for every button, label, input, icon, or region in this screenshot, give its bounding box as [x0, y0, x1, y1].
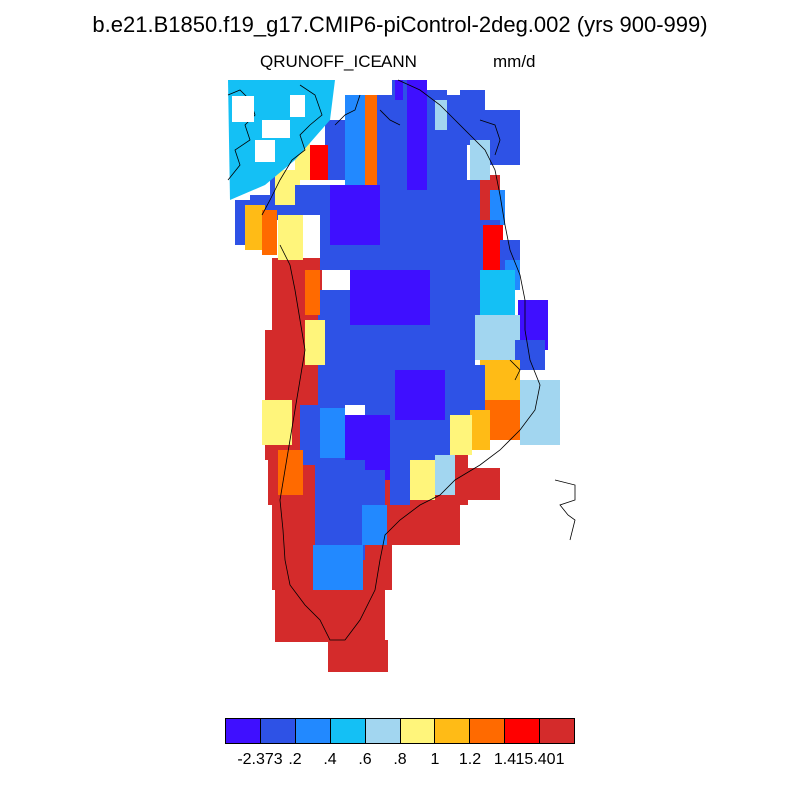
- map-cell: [435, 100, 447, 130]
- map-cell: [390, 460, 410, 505]
- map-cell: [465, 365, 485, 410]
- map-cell: [228, 80, 335, 200]
- map-cell: [362, 505, 387, 545]
- map-cell: [490, 190, 505, 225]
- map-cell: [480, 270, 515, 315]
- colorbar-tick-label: 1.2: [458, 751, 482, 768]
- map-cell: [392, 80, 407, 185]
- map-cell: [520, 380, 560, 445]
- map-cell: [275, 585, 385, 642]
- map-cell: [305, 320, 325, 365]
- map-cell: [395, 80, 403, 100]
- colorbar-box: [226, 719, 261, 743]
- season-label: ANN: [381, 52, 417, 71]
- colorbar-tick-label: .8: [393, 751, 407, 768]
- map-cell: [470, 140, 490, 180]
- map-cell: [262, 210, 277, 255]
- map-cell: [295, 185, 325, 215]
- map-cell: [325, 120, 345, 180]
- map-cell: [407, 80, 427, 190]
- colorbar-box: [505, 719, 541, 743]
- map-cell: [345, 95, 365, 185]
- colorbar-tick-label: 15.401: [515, 751, 565, 768]
- colorbar-tick-label: .6: [358, 751, 372, 768]
- colorbar-tick-label: 1.4: [493, 751, 517, 768]
- map-cells: [228, 80, 560, 672]
- map-cell: [278, 215, 303, 260]
- colorbar-box: [295, 719, 331, 743]
- map-cell: [315, 460, 365, 560]
- map-cell: [483, 225, 503, 270]
- map-cell: [330, 185, 380, 245]
- map-cell: [435, 455, 455, 495]
- map-cell: [350, 265, 430, 325]
- colorbar-tick-label: .4: [323, 751, 337, 768]
- map-cell: [308, 145, 328, 180]
- map-cell: [262, 400, 292, 445]
- map-cell: [395, 370, 445, 420]
- units-label: mm/d: [493, 52, 536, 71]
- map-cell: [480, 360, 520, 400]
- map-cell: [410, 460, 435, 500]
- map-voids: [232, 95, 305, 162]
- coastlines: [227, 79, 576, 641]
- colorbar: [225, 718, 575, 744]
- map-cell: [385, 500, 460, 545]
- colorbar-tick-label: 1: [430, 751, 440, 768]
- map-cell: [377, 95, 392, 185]
- colorbar-box: [260, 719, 296, 743]
- map-cell: [475, 315, 520, 360]
- colorbar-box: [540, 719, 575, 743]
- map-cell: [485, 400, 520, 440]
- map-cell: [305, 270, 320, 315]
- colorbar-tick-label: .2: [288, 751, 302, 768]
- map-cell: [313, 545, 363, 590]
- colorbar-tick-label: -2.373: [237, 751, 283, 768]
- map-cell: [245, 205, 265, 250]
- colorbar-box: [435, 719, 471, 743]
- plot-title: b.e21.B1850.f19_g17.CMIP6-piControl-2deg…: [92, 12, 708, 37]
- map-cell: [470, 410, 490, 450]
- map-cell: [440, 180, 480, 270]
- colorbar-box: [330, 719, 366, 743]
- map-cell: [360, 470, 385, 505]
- colorbar-box: [365, 719, 401, 743]
- map-cell: [320, 408, 345, 458]
- variable-label: QRUNOFF_ICE: [260, 52, 382, 71]
- map-cell: [450, 415, 472, 455]
- map-cell: [365, 95, 377, 185]
- map-cell: [328, 640, 388, 672]
- colorbar-box: [470, 719, 506, 743]
- colorbar-box: [400, 719, 436, 743]
